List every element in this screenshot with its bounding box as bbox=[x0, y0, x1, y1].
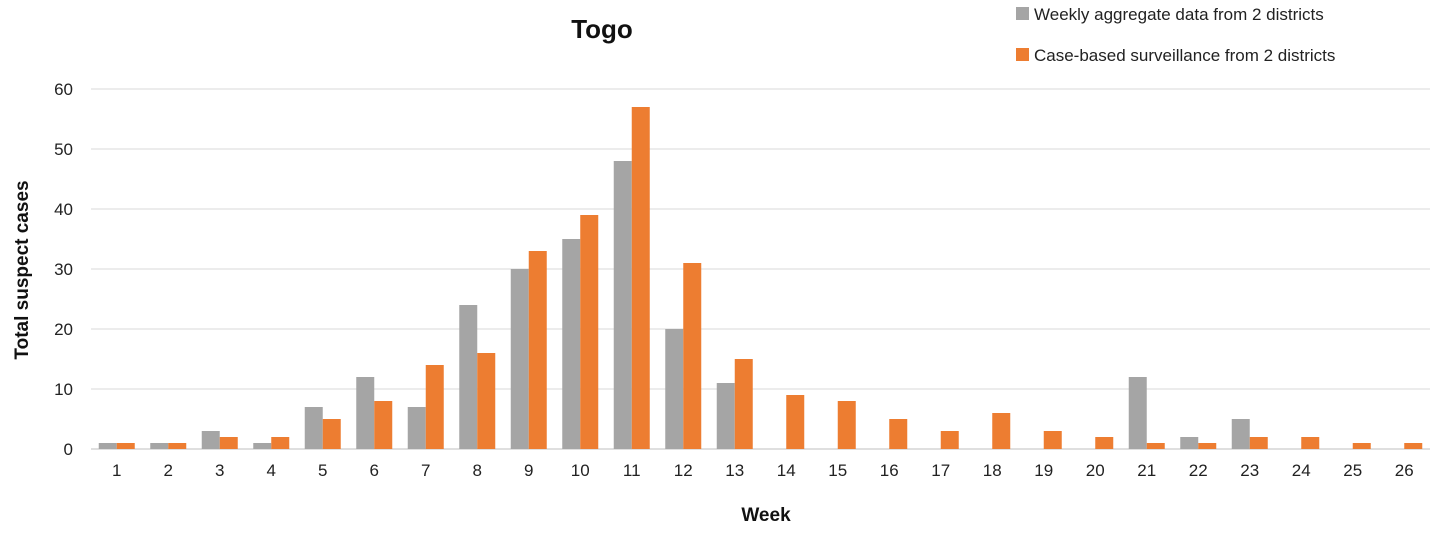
x-tick-label: 14 bbox=[777, 461, 796, 480]
legend-item-aggregate: Weekly aggregate data from 2 districts bbox=[1016, 5, 1324, 24]
bar-aggregate-week-3 bbox=[201, 431, 220, 449]
y-axis-title: Total suspect cases bbox=[12, 180, 33, 359]
x-axis-title: Week bbox=[741, 505, 791, 526]
x-tick-label: 10 bbox=[571, 461, 590, 480]
bar-case-based-week-25 bbox=[1352, 443, 1371, 449]
bar-aggregate-week-10 bbox=[562, 239, 581, 449]
bar-case-based-week-2 bbox=[168, 443, 187, 449]
y-tick-label: 20 bbox=[54, 320, 73, 339]
bar-aggregate-week-7 bbox=[407, 407, 426, 449]
bar-case-based-week-7 bbox=[425, 365, 444, 449]
bar-case-based-week-18 bbox=[992, 413, 1011, 449]
bar-case-based-week-21 bbox=[1146, 443, 1165, 449]
bar-case-based-week-6 bbox=[374, 401, 393, 449]
x-tick-label: 25 bbox=[1343, 461, 1362, 480]
legend-item-case-based: Case-based surveillance from 2 districts bbox=[1016, 46, 1335, 65]
bar-aggregate-week-6 bbox=[356, 377, 375, 449]
bar-case-based-week-9 bbox=[528, 251, 547, 449]
x-tick-label: 3 bbox=[215, 461, 224, 480]
y-tick-label: 10 bbox=[54, 380, 73, 399]
bar-case-based-week-24 bbox=[1301, 437, 1320, 449]
bar-aggregate-week-22 bbox=[1180, 437, 1199, 449]
y-tick-label: 40 bbox=[54, 200, 73, 219]
bar-case-based-week-23 bbox=[1249, 437, 1268, 449]
bar-case-based-week-17 bbox=[940, 431, 959, 449]
bar-aggregate-week-1 bbox=[98, 443, 117, 449]
x-tick-label: 24 bbox=[1292, 461, 1311, 480]
bar-aggregate-week-23 bbox=[1231, 419, 1250, 449]
bar-case-based-week-11 bbox=[631, 107, 650, 449]
x-tick-label: 16 bbox=[880, 461, 899, 480]
x-tick-label: 1 bbox=[112, 461, 121, 480]
bar-case-based-week-4 bbox=[271, 437, 290, 449]
gridlines bbox=[91, 88, 1430, 450]
legend-label-aggregate: Weekly aggregate data from 2 districts bbox=[1034, 5, 1324, 24]
bar-aggregate-week-8 bbox=[459, 305, 478, 449]
y-axis-ticks: 0 10 20 30 40 50 60 bbox=[54, 80, 73, 459]
x-tick-label: 2 bbox=[164, 461, 173, 480]
bar-aggregate-week-9 bbox=[510, 269, 529, 449]
bar-case-based-week-1 bbox=[116, 443, 135, 449]
x-tick-label: 20 bbox=[1086, 461, 1105, 480]
legend: Weekly aggregate data from 2 districts C… bbox=[1016, 5, 1335, 65]
x-tick-label: 19 bbox=[1034, 461, 1053, 480]
bar-aggregate-week-5 bbox=[304, 407, 323, 449]
legend-swatch-aggregate bbox=[1016, 7, 1029, 20]
bar-case-based-week-5 bbox=[322, 419, 341, 449]
x-tick-label: 7 bbox=[421, 461, 430, 480]
bar-case-based-week-16 bbox=[889, 419, 908, 449]
x-tick-label: 23 bbox=[1240, 461, 1259, 480]
x-tick-label: 21 bbox=[1137, 461, 1156, 480]
bar-case-based-week-14 bbox=[786, 395, 805, 449]
x-tick-label: 5 bbox=[318, 461, 327, 480]
bar-case-based-week-3 bbox=[219, 437, 238, 449]
y-tick-label: 60 bbox=[54, 80, 73, 99]
bar-case-based-week-10 bbox=[580, 215, 599, 449]
x-tick-label: 15 bbox=[828, 461, 847, 480]
y-tick-label: 50 bbox=[54, 140, 73, 159]
x-tick-label: 8 bbox=[473, 461, 482, 480]
bar-aggregate-week-11 bbox=[613, 161, 632, 449]
x-tick-label: 12 bbox=[674, 461, 693, 480]
legend-swatch-case-based bbox=[1016, 48, 1029, 61]
chart-title: Togo bbox=[571, 14, 633, 44]
y-tick-label: 0 bbox=[64, 440, 73, 459]
bar-case-based-week-8 bbox=[477, 353, 496, 449]
bar-aggregate-week-13 bbox=[716, 383, 735, 449]
bar-case-based-week-20 bbox=[1095, 437, 1114, 449]
x-tick-label: 17 bbox=[931, 461, 950, 480]
x-tick-label: 11 bbox=[623, 461, 641, 480]
bar-case-based-week-26 bbox=[1404, 443, 1423, 449]
bar-aggregate-week-12 bbox=[665, 329, 684, 449]
bars bbox=[98, 107, 1423, 449]
x-tick-label: 26 bbox=[1395, 461, 1414, 480]
bar-case-based-week-13 bbox=[734, 359, 753, 449]
x-tick-label: 4 bbox=[267, 461, 276, 480]
x-tick-label: 18 bbox=[983, 461, 1002, 480]
bar-case-based-week-12 bbox=[683, 263, 702, 449]
x-tick-label: 22 bbox=[1189, 461, 1208, 480]
bar-aggregate-week-2 bbox=[150, 443, 169, 449]
bar-case-based-week-15 bbox=[837, 401, 856, 449]
y-tick-label: 30 bbox=[54, 260, 73, 279]
x-tick-label: 13 bbox=[725, 461, 744, 480]
x-tick-label: 9 bbox=[524, 461, 533, 480]
bar-case-based-week-19 bbox=[1043, 431, 1062, 449]
x-axis-ticks: 1 2 3 4 5 6 7 8 9 10 11 12 13 14 15 16 17 18 19 20 21 22 23 24 2… bbox=[112, 461, 1414, 480]
bar-case-based-week-22 bbox=[1198, 443, 1217, 449]
bar-aggregate-week-4 bbox=[253, 443, 272, 449]
x-tick-label: 6 bbox=[370, 461, 379, 480]
bar-aggregate-week-21 bbox=[1128, 377, 1147, 449]
legend-label-case-based: Case-based surveillance from 2 districts bbox=[1034, 46, 1335, 65]
